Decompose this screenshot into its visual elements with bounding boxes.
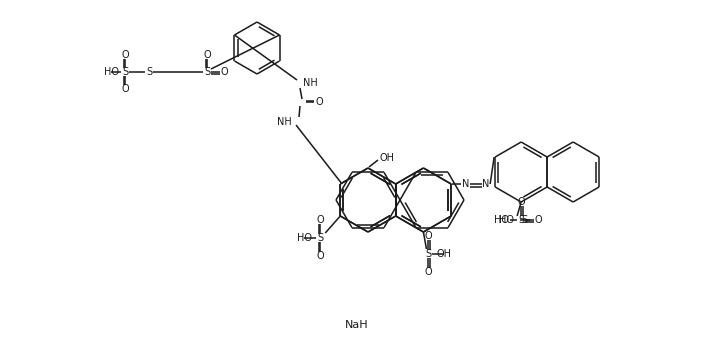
Text: N: N bbox=[463, 179, 470, 189]
Text: OH: OH bbox=[436, 249, 451, 259]
Text: O: O bbox=[121, 84, 129, 94]
Text: O: O bbox=[425, 231, 432, 241]
Text: O: O bbox=[425, 267, 432, 277]
Text: S: S bbox=[146, 67, 152, 77]
Text: HO: HO bbox=[297, 233, 312, 243]
Text: O: O bbox=[316, 97, 323, 107]
Text: HO: HO bbox=[104, 67, 119, 77]
Text: S: S bbox=[204, 67, 210, 77]
Text: O: O bbox=[316, 251, 324, 261]
Text: S: S bbox=[521, 215, 527, 225]
Text: O: O bbox=[220, 67, 228, 77]
Text: S: S bbox=[426, 249, 431, 259]
Text: O: O bbox=[534, 215, 542, 225]
Text: S: S bbox=[122, 67, 128, 77]
Text: S: S bbox=[518, 215, 524, 225]
Text: NaH: NaH bbox=[345, 320, 369, 330]
Text: O: O bbox=[121, 50, 129, 60]
Text: O: O bbox=[518, 197, 525, 207]
Text: S: S bbox=[317, 233, 323, 243]
Text: NH: NH bbox=[277, 117, 292, 127]
Text: N: N bbox=[483, 179, 490, 189]
Text: HO: HO bbox=[494, 215, 509, 225]
Text: HO: HO bbox=[499, 215, 514, 225]
Text: OH: OH bbox=[380, 153, 395, 163]
Text: O: O bbox=[316, 215, 324, 225]
Text: NH: NH bbox=[303, 78, 318, 88]
Text: O: O bbox=[203, 50, 211, 60]
